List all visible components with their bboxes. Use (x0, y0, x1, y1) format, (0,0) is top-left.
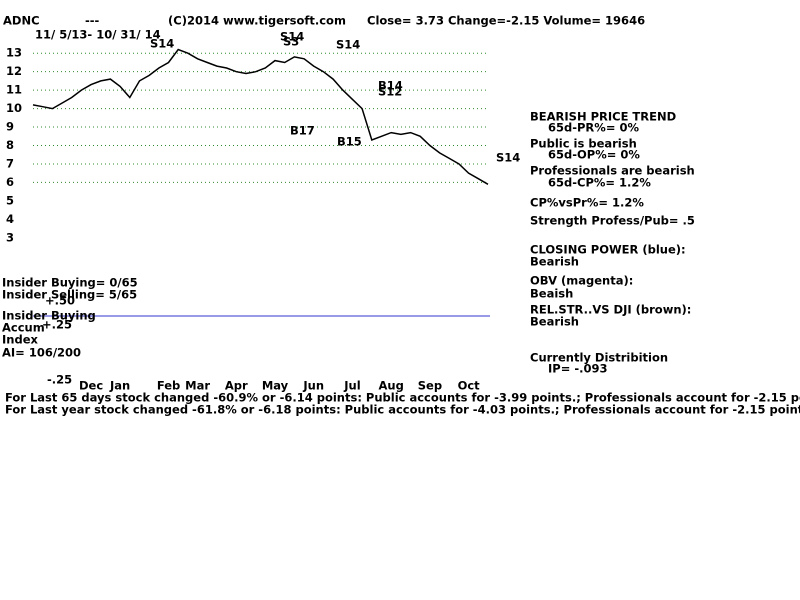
side-label: Insider Buying= 0/65 (2, 276, 138, 290)
y-tick-label: 10 (6, 101, 22, 115)
x-tick-label: Oct (458, 379, 481, 393)
side-label: AI= 106/200 (2, 346, 81, 360)
signal-label: B15 (337, 135, 362, 149)
ticker-note: --- (85, 14, 100, 28)
x-tick-label: Apr (225, 379, 248, 393)
signal-label: B17 (290, 124, 315, 138)
side-label: Index (2, 333, 38, 347)
side-label: +.50 (45, 294, 75, 308)
side-label: Accum (2, 321, 45, 335)
signal-label: B14 (378, 79, 403, 93)
signal-label: S14 (280, 30, 304, 44)
signal-label: S3 (283, 35, 299, 49)
note: IP= -.093 (548, 362, 608, 376)
price-line (32, 48, 489, 185)
note: CP%vsPr%= 1.2% (530, 196, 644, 210)
y-tick-label: 5 (6, 193, 14, 207)
x-tick-label: Jan (109, 379, 130, 393)
x-tick-label: Jun (302, 379, 324, 393)
y-tick-label: 8 (6, 138, 14, 152)
note: Professionals are bearish (530, 164, 695, 178)
side-label: -.25 (47, 373, 72, 387)
note: Currently Distribition (530, 351, 668, 365)
signal-label: S12 (378, 85, 402, 99)
signal-label: S14 (150, 37, 174, 51)
note: 65d-PR%= 0% (548, 121, 639, 135)
x-tick-label: Aug (379, 379, 404, 393)
x-tick-label: Jul (343, 379, 360, 393)
y-tick-label: 9 (6, 120, 14, 134)
y-tick-label: 6 (6, 175, 14, 189)
footer-line: For Last 65 days stock changed -60.9% or… (5, 391, 800, 405)
note: Beaish (530, 287, 573, 301)
note: BEARISH PRICE TREND (530, 110, 676, 124)
y-tick-label: 11 (6, 83, 22, 97)
side-label: +.25 (42, 318, 72, 332)
y-tick-label: 12 (6, 64, 22, 78)
x-tick-label: Feb (157, 379, 180, 393)
note: REL.STR..VS DJI (brown): (530, 303, 691, 317)
signal-label: S14 (496, 151, 520, 165)
y-tick-label: 7 (6, 156, 14, 170)
chart-title: ADNC (3, 14, 40, 28)
x-tick-label: Mar (185, 379, 210, 393)
y-tick-label: 4 (6, 212, 14, 226)
source: (C)2014 www.tigersoft.com (168, 14, 346, 28)
note: OBV (magenta): (530, 274, 633, 288)
x-tick-label: Dec (79, 379, 103, 393)
y-tick-label: 13 (6, 46, 22, 60)
side-label: Insider Buying (2, 309, 96, 323)
note: Strength Profess/Pub= .5 (530, 214, 695, 228)
note: 65d-CP%= 1.2% (548, 176, 651, 190)
note: Public is bearish (530, 137, 637, 151)
side-label: Insider Selling= 5/65 (2, 288, 137, 302)
note: CLOSING POWER (blue): (530, 243, 686, 257)
footer-line: For Last year stock changed -61.8% or -6… (5, 403, 800, 417)
signal-label: S14 (336, 38, 360, 52)
note: Bearish (530, 315, 579, 329)
x-tick-label: May (262, 379, 289, 393)
note: 65d-OP%= 0% (548, 148, 640, 162)
y-tick-label: 3 (6, 230, 14, 244)
x-tick-label: Sep (418, 379, 442, 393)
quote: Close= 3.73 Change=-2.15 Volume= 19646 (367, 14, 645, 28)
note: Bearish (530, 255, 579, 269)
subtitle: 11/ 5/13- 10/ 31/ 14 (35, 28, 161, 42)
